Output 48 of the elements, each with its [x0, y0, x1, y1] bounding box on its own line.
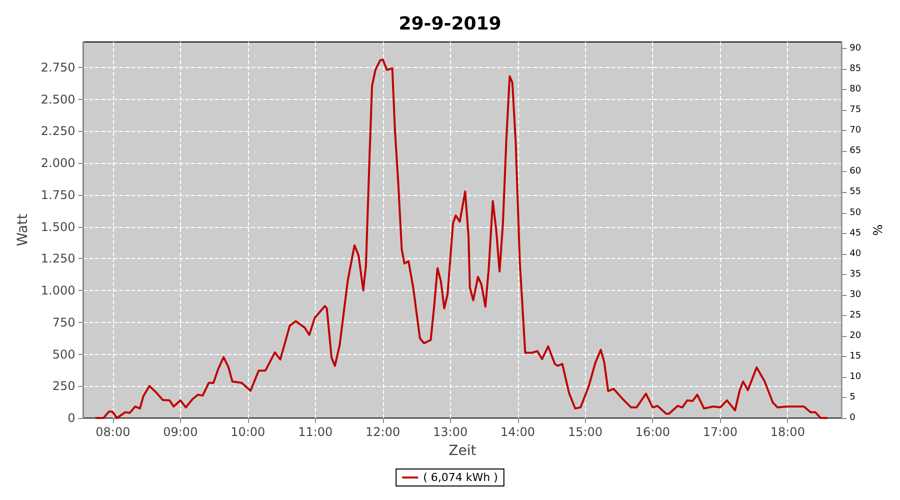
legend-label: ( 6,074 kWh )	[423, 471, 498, 484]
y2-tick-label: 80	[850, 84, 862, 95]
x-tick-label: 18:00	[770, 425, 805, 439]
y-tick-label: 1.250	[40, 252, 76, 266]
y-tick-label: 0	[68, 411, 76, 425]
y2-tick-label: 0	[850, 413, 856, 423]
y2-tick-label: 90	[850, 44, 862, 54]
y-tick-label: 2.750	[40, 60, 76, 74]
x-tick-label: 14:00	[500, 425, 536, 439]
y2-tick-label: 55	[850, 187, 862, 198]
y2-tick-label: 85	[850, 64, 862, 74]
x-tick-label: 11:00	[298, 425, 333, 439]
y-tick-label: 250	[52, 379, 76, 394]
y-axis-title: Watt	[15, 213, 31, 246]
y2-tick-label: 40	[850, 248, 862, 259]
y2-tick-label: 15	[850, 351, 862, 362]
y-tick-label: 1.500	[40, 220, 76, 234]
y2-tick-label: 50	[850, 208, 862, 218]
y2-axis-title: %	[871, 224, 885, 236]
x-tick-label: 16:00	[635, 425, 670, 439]
x-tick-label: 09:00	[163, 425, 198, 439]
x-tick-label: 08:00	[96, 425, 130, 439]
x-tick-label: 13:00	[433, 425, 468, 439]
y-tick-label: 1.750	[40, 188, 76, 202]
y2-tick-label: 60	[850, 166, 862, 177]
y2-tick-label: 5	[850, 392, 856, 402]
x-tick-label: 10:00	[230, 425, 266, 439]
x-tick-label: 12:00	[366, 425, 400, 439]
y-tick-label: 2.000	[40, 156, 76, 170]
line-series	[94, 58, 828, 419]
y2-tick-label: 35	[850, 269, 862, 280]
y2-tick-label: 25	[850, 310, 862, 320]
y-tick-label: 2.250	[40, 124, 76, 138]
x-tick-label: 15:00	[568, 425, 603, 439]
y-tick-label: 750	[52, 315, 76, 330]
y-tick-label: 2.500	[40, 92, 76, 106]
x-axis-title: Zeit	[448, 443, 477, 459]
y2-tick-label: 30	[850, 290, 862, 300]
y2-tick-label: 75	[850, 105, 862, 116]
y2-tick-label: 65	[850, 146, 862, 156]
y2-tick-label: 10	[850, 372, 862, 382]
chart-title: 29-9-2019	[398, 14, 502, 34]
y2-tick-label: 45	[850, 228, 862, 238]
y2-tick-label: 20	[850, 330, 862, 341]
y2-tick-label: 70	[850, 126, 862, 136]
x-tick-label: 17:00	[702, 425, 738, 439]
y-tick-label: 1.000	[40, 284, 76, 298]
y-tick-label: 500	[52, 347, 76, 362]
